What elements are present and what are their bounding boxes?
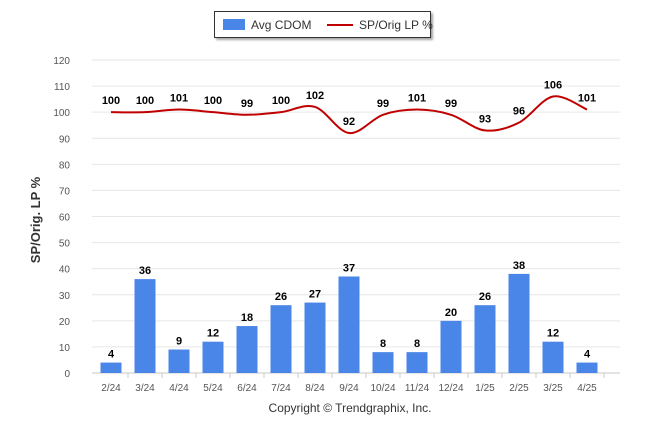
bar-value-label: 18: [241, 312, 253, 324]
x-tick-label: 7/24: [271, 383, 291, 394]
bar-value-label: 9: [176, 336, 182, 348]
bar-value-label: 37: [343, 262, 355, 274]
y-tick-label: 100: [53, 108, 70, 119]
legend-line-swatch: [327, 24, 353, 26]
x-tick-label: 1/25: [475, 383, 495, 394]
x-tick-label: 4/25: [577, 383, 597, 394]
bar: [372, 352, 394, 373]
x-tick-label: 11/24: [405, 383, 430, 394]
line-value-label: 101: [170, 93, 188, 105]
bar: [134, 279, 156, 373]
data-labels: 4 36 9 12 18 26 27 37 8 8 20 26 38 12 4 100 100 101 100 99 1…: [102, 80, 596, 361]
line-value-label: 100: [204, 95, 222, 107]
bar-value-label: 27: [309, 289, 321, 301]
y-tick-label: 90: [59, 134, 71, 145]
y-tick-label: 30: [59, 291, 71, 302]
x-tick-label: 3/24: [135, 383, 155, 394]
bar: [576, 362, 598, 373]
bar-series: [100, 273, 598, 373]
x-tick-label: 4/24: [169, 383, 189, 394]
line-value-label: 101: [578, 93, 596, 105]
y-axis-label: SP/Orig. LP %: [28, 176, 43, 263]
bar: [304, 302, 326, 373]
x-tick-label: 2/25: [509, 383, 529, 394]
line-series: [110, 95, 588, 135]
y-tick-label: 0: [64, 369, 70, 380]
y-tick-label: 20: [59, 317, 71, 328]
bar: [474, 305, 496, 373]
line-value-label: 106: [544, 80, 562, 92]
bar: [508, 273, 530, 373]
bar-value-label: 12: [207, 328, 219, 340]
bar-value-label: 12: [547, 328, 559, 340]
y-tick-label: 120: [53, 56, 70, 67]
y-tick-label: 80: [59, 160, 71, 171]
bar: [406, 352, 428, 373]
x-tick-label: 6/24: [237, 383, 257, 394]
bar: [440, 320, 462, 373]
legend-item-bar: Avg CDOM: [215, 18, 311, 32]
line-value-label: 99: [241, 98, 253, 110]
bar-value-label: 38: [513, 260, 525, 272]
y-tick-label: 110: [54, 82, 70, 93]
legend: Avg CDOM SP/Orig LP %: [214, 11, 433, 38]
legend-line-label: SP/Orig LP %: [359, 18, 433, 32]
bar: [236, 326, 258, 373]
y-tick-label: 10: [59, 343, 71, 354]
line-value-label: 102: [306, 90, 324, 102]
x-tick-label: 12/24: [438, 383, 463, 394]
bar-value-label: 26: [275, 291, 287, 303]
legend-bar-label: Avg CDOM: [251, 18, 312, 32]
grid-lines: [92, 59, 620, 374]
y-tick-label: 60: [59, 213, 71, 224]
line-value-label: 96: [513, 106, 525, 118]
bar: [270, 305, 292, 373]
x-tick-label: 5/24: [203, 383, 223, 394]
bar: [338, 276, 360, 373]
line-value-label: 100: [102, 95, 120, 107]
line-value-label: 100: [272, 95, 290, 107]
x-tick-label: 3/25: [543, 383, 563, 394]
y-tick-label: 40: [59, 265, 71, 276]
line-value-label: 100: [136, 95, 154, 107]
bar: [202, 341, 224, 373]
x-tick-label: 10/24: [370, 383, 395, 394]
bar-value-label: 20: [445, 307, 457, 319]
bar: [168, 349, 190, 373]
bar-value-label: 8: [380, 338, 386, 350]
bar-value-label: 8: [414, 338, 420, 350]
line-path: [110, 95, 588, 135]
bar: [542, 341, 564, 373]
bar-value-label: 4: [584, 349, 591, 361]
bar-value-label: 36: [139, 265, 151, 277]
line-value-label: 99: [377, 98, 389, 110]
x-axis-ticks: 2/24 3/24 4/24 5/24 6/24 7/24 8/24 9/24 10/24 11/…: [101, 373, 605, 394]
x-tick-label: 9/24: [339, 383, 359, 394]
copyright-text: Copyright © Trendgraphix, Inc.: [268, 401, 432, 415]
bar: [100, 362, 122, 373]
y-tick-label: 50: [59, 239, 71, 250]
line-value-label: 101: [408, 93, 426, 105]
line-value-label: 92: [343, 116, 355, 128]
bar-value-label: 4: [108, 349, 115, 361]
x-tick-label: 2/24: [101, 383, 121, 394]
y-tick-label: 70: [59, 186, 71, 197]
x-tick-label: 8/24: [305, 383, 325, 394]
bar-value-label: 26: [479, 291, 491, 303]
legend-item-line: SP/Orig LP %: [327, 18, 433, 32]
line-value-label: 99: [445, 98, 457, 110]
line-value-label: 93: [479, 113, 491, 125]
y-axis-ticks: 0 10 20 30 40 50 60 70 80 90 100 110 120: [53, 56, 70, 380]
legend-bar-swatch: [223, 19, 245, 30]
